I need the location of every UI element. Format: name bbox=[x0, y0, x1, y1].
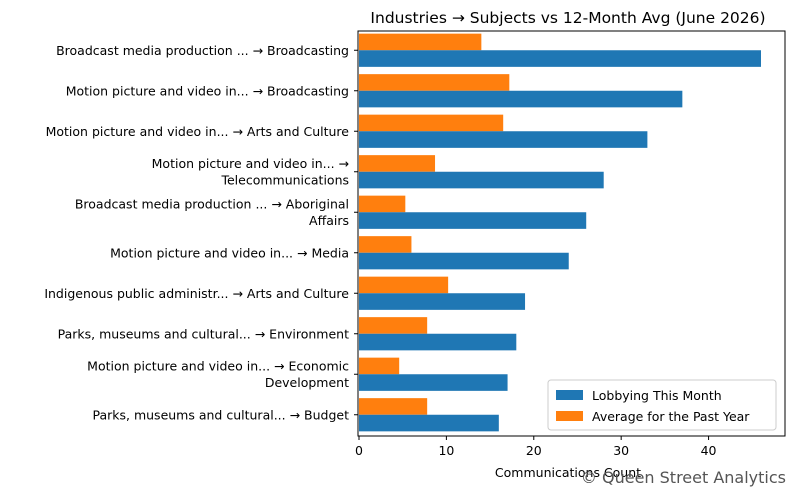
x-tick-label: 10 bbox=[438, 443, 454, 458]
legend: Lobbying This Month Average for the Past … bbox=[547, 379, 777, 431]
watermark: © Queen Street Analytics bbox=[580, 468, 786, 487]
legend-swatch bbox=[556, 411, 583, 421]
chart-title: Industries → Subjects vs 12-Month Avg (J… bbox=[370, 9, 765, 27]
y-tick-label: Parks, museums and cultural... → Budget bbox=[92, 407, 349, 422]
y-tick-label: Motion picture and video in... → Economi… bbox=[87, 359, 349, 374]
y-tick-label: Motion picture and video in... → Media bbox=[110, 245, 349, 260]
y-tick-label: Broadcast media production ... → Broadca… bbox=[56, 43, 349, 58]
bar-average-past-year bbox=[359, 74, 510, 91]
bar-average-past-year bbox=[359, 33, 482, 51]
legend-label: Lobbying This Month bbox=[592, 388, 722, 403]
y-tick-label: Broadcast media production ... → Aborigi… bbox=[75, 197, 349, 212]
y-tick-label: Motion picture and video in... → Arts an… bbox=[46, 124, 350, 139]
bar-average-past-year bbox=[359, 317, 428, 334]
y-tick-label: Telecommunications bbox=[220, 173, 349, 188]
y-tick-label: Parks, museums and cultural... → Environ… bbox=[58, 326, 349, 341]
bar-lobbying-this-month bbox=[359, 252, 569, 270]
legend-box bbox=[547, 379, 777, 431]
legend-label: Average for the Past Year bbox=[592, 409, 750, 424]
x-tick-label: 0 bbox=[355, 443, 363, 458]
bars-layer bbox=[359, 33, 761, 432]
bar-average-past-year bbox=[359, 398, 428, 415]
bar-lobbying-this-month bbox=[359, 212, 587, 229]
x-tick-label: 40 bbox=[701, 443, 717, 458]
x-tick-label: 20 bbox=[526, 443, 542, 458]
y-tick-label: Affairs bbox=[309, 213, 349, 228]
bar-average-past-year bbox=[359, 114, 504, 132]
bar-lobbying-this-month bbox=[359, 374, 508, 391]
plot-frame bbox=[357, 30, 786, 437]
y-tick-label: Development bbox=[265, 375, 349, 390]
bar-lobbying-this-month bbox=[359, 414, 499, 432]
bar-lobbying-this-month bbox=[359, 50, 761, 67]
y-tick-label: Indigenous public administr... → Arts an… bbox=[44, 286, 349, 301]
y-tick-label: Motion picture and video in... → Broadca… bbox=[66, 83, 349, 98]
bar-average-past-year bbox=[359, 195, 406, 213]
x-axis-label: Communications Count bbox=[495, 465, 641, 480]
bar-lobbying-this-month bbox=[359, 171, 604, 189]
y-tick-label: Motion picture and video in... → bbox=[152, 156, 349, 171]
bar-average-past-year bbox=[359, 276, 449, 294]
bar-average-past-year bbox=[359, 357, 400, 375]
x-tick-label: 30 bbox=[613, 443, 629, 458]
legend-swatch bbox=[556, 390, 583, 400]
x-axis-ticks: 0 10 20 30 40 bbox=[355, 436, 717, 458]
bar-lobbying-this-month bbox=[359, 333, 517, 351]
bar-lobbying-this-month bbox=[359, 131, 648, 148]
bar-lobbying-this-month bbox=[359, 90, 683, 108]
bar-lobbying-this-month bbox=[359, 293, 526, 310]
bar-average-past-year bbox=[359, 236, 412, 253]
y-axis-ticks: Broadcast media production ... → Broadca… bbox=[44, 43, 358, 422]
bar-average-past-year bbox=[359, 155, 436, 172]
